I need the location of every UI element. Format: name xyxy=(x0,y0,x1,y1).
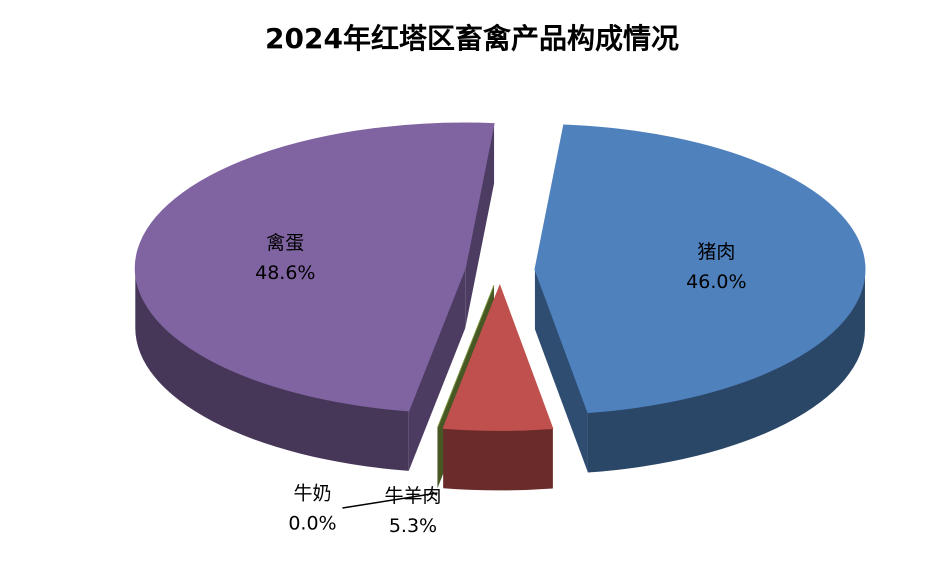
chart-title: 2024年红塔区畜禽产品构成情况 xyxy=(265,22,679,55)
data-label-name: 禽蛋 xyxy=(266,232,304,254)
pie-slice xyxy=(134,122,495,412)
data-label-value: 48.6% xyxy=(255,262,315,284)
slice-side xyxy=(443,428,553,491)
pie-slice xyxy=(534,124,866,414)
data-label-value: 0.0% xyxy=(288,513,336,535)
pie-slice xyxy=(442,283,554,431)
leader-line xyxy=(342,492,438,509)
slice xyxy=(534,124,866,473)
data-label-value: 5.3% xyxy=(389,515,437,537)
slice-wall xyxy=(465,123,495,329)
data-label-value: 46.0% xyxy=(686,271,746,293)
slice-side xyxy=(135,268,409,471)
data-label-name: 牛羊肉 xyxy=(384,485,441,507)
slice xyxy=(442,283,554,491)
slice-side xyxy=(587,269,865,473)
slice-wall xyxy=(534,269,588,473)
data-label-name: 牛奶 xyxy=(293,483,331,505)
slice xyxy=(134,122,495,471)
data-label-name: 猪肉 xyxy=(697,241,735,263)
slice-wall xyxy=(408,268,466,471)
